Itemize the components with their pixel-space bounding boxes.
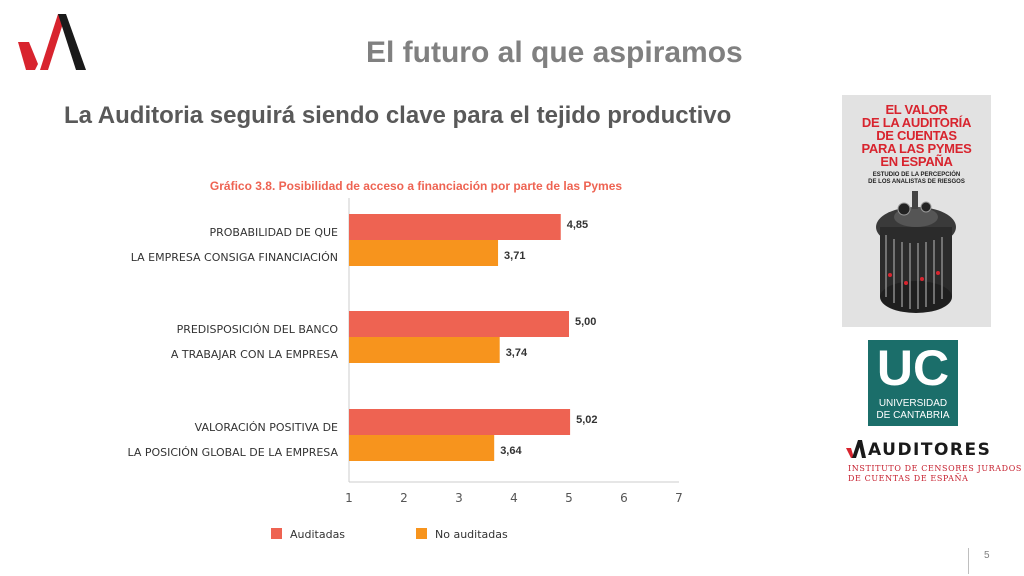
- category-label: LA EMPRESA CONSIGA FINANCIACIÓN: [131, 251, 338, 264]
- bar-auditadas: [349, 311, 569, 337]
- chart-title: Gráfico 3.8. Posibilidad de acceso a fin…: [210, 179, 622, 193]
- legend-swatch: [416, 528, 427, 539]
- data-label: 3,71: [504, 250, 525, 262]
- bar-no-auditadas: [349, 240, 499, 266]
- book-title-line: DE LA AUDITORÍA: [861, 115, 972, 130]
- uc-letters: UC: [876, 340, 950, 396]
- bar-no-auditadas: [349, 435, 495, 461]
- x-tick-label: 2: [400, 491, 408, 505]
- bar-auditadas: [349, 409, 571, 435]
- category-label: A TRABAJAR CON LA EMPRESA: [171, 348, 339, 361]
- page-number: 5: [984, 550, 990, 561]
- legend-label: Auditadas: [290, 528, 345, 541]
- data-label: 5,00: [575, 316, 596, 328]
- x-tick-label: 7: [675, 491, 683, 505]
- category-label: PROBABILIDAD DE QUE: [209, 226, 338, 239]
- x-tick-label: 4: [510, 491, 518, 505]
- book-title-line: PARA LAS PYMES: [861, 141, 972, 156]
- book-subtitle-line: DE LOS ANALISTAS DE RIESGOS: [868, 179, 965, 185]
- data-label: 4,85: [567, 219, 588, 231]
- book-title-line: DE CUENTAS: [876, 128, 957, 143]
- book-title-line: EL VALOR: [885, 102, 948, 117]
- uc-line: UNIVERSIDAD: [878, 398, 948, 409]
- bar-auditadas: [349, 214, 561, 240]
- category-label: PREDISPOSICIÓN DEL BANCO: [177, 323, 339, 336]
- data-label: 5,02: [576, 414, 597, 426]
- category-label: VALORACIÓN POSITIVA DE: [195, 421, 338, 434]
- x-tick-label: 6: [620, 491, 628, 505]
- data-label: 3,64: [500, 445, 522, 457]
- brand-logo: [18, 14, 86, 70]
- footer-divider: [968, 548, 969, 574]
- data-label: 3,74: [506, 347, 528, 359]
- bar-no-auditadas: [349, 337, 500, 363]
- x-tick-label: 5: [565, 491, 573, 505]
- x-tick-label: 3: [455, 491, 463, 505]
- x-tick-label: 1: [345, 491, 353, 505]
- uc-line: DE CANTABRIA: [876, 410, 950, 421]
- uc-logo: UC UNIVERSIDAD DE CANTABRIA: [868, 340, 958, 426]
- auditores-subline: DE CUENTAS DE ESPAÑA: [848, 474, 969, 483]
- calculating-machine-illustration: [876, 191, 956, 313]
- book-title-line: EN ESPAÑA: [880, 154, 953, 169]
- book-cover: EL VALOR DE LA AUDITORÍA DE CUENTAS PARA…: [842, 95, 991, 327]
- bar-chart: Gráfico 3.8. Posibilidad de acceso a fin…: [127, 179, 683, 541]
- auditores-name: AUDITORES: [868, 440, 992, 460]
- book-subtitle-line: ESTUDIO DE LA PERCEPCIÓN: [872, 172, 961, 178]
- category-label: LA POSICIÓN GLOBAL DE LA EMPRESA: [127, 446, 338, 459]
- legend-swatch: [271, 528, 282, 539]
- auditores-subline: INSTITUTO DE CENSORES JURADOS: [848, 464, 1022, 473]
- slide-subtitle: La Auditoria seguirá siendo clave para e…: [64, 102, 732, 129]
- legend-label: No auditadas: [435, 528, 508, 541]
- auditores-logo-mark: [846, 440, 866, 458]
- page-title: El futuro al que aspiramos: [366, 36, 743, 69]
